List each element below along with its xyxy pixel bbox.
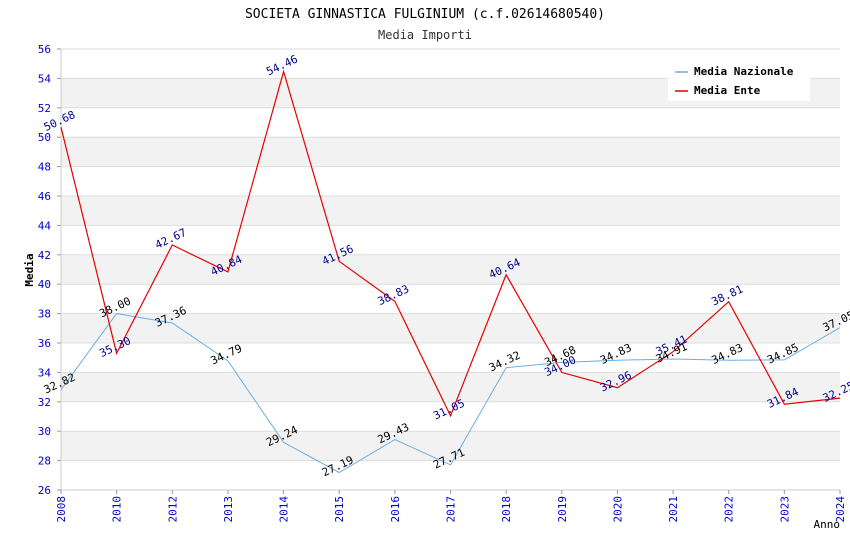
grid-band [61,196,840,226]
y-tick-label: 42 [38,249,51,262]
grid-band [61,137,840,167]
y-tick-label: 50 [38,131,51,144]
data-label: 34.85 [765,341,801,367]
y-axis-label: Media [23,253,36,286]
data-label: 34.83 [709,341,745,367]
grid-band [61,431,840,461]
x-tick-label: 2022 [723,496,736,523]
y-tick-label: 32 [38,396,51,409]
y-tick-label: 56 [38,43,51,56]
x-tick-label: 2012 [166,496,179,523]
grid-band [61,372,840,402]
x-tick-label: 2013 [222,496,235,523]
legend-box [668,60,810,101]
y-tick-label: 28 [38,455,51,468]
data-label: 38.83 [376,282,412,308]
x-axis-label: Anno [814,518,841,531]
y-tick-label: 46 [38,190,51,203]
y-tick-label: 38 [38,308,51,321]
series-line-media-nazionale [60,313,841,474]
y-tick-label: 52 [38,102,51,115]
data-label: 38.81 [709,283,745,309]
y-tick-label: 34 [38,366,52,379]
chart-subtitle: Media Importi [378,28,472,42]
y-tick-label: 54 [38,72,52,85]
legend: Media Nazionale Media Ente [668,60,810,101]
y-tick-label: 40 [38,278,51,291]
x-tick-label: 2018 [500,496,513,523]
x-tick-label: 2024 [834,496,847,523]
x-tick-label: 2020 [611,496,624,523]
x-tick-label: 2015 [333,496,346,523]
x-tick-label: 2023 [778,496,791,523]
x-tick-label: 2008 [55,496,68,523]
x-tick-label: 2021 [667,496,680,523]
x-tick-label: 2017 [445,496,458,523]
legend-label-media-ente: Media Ente [694,84,761,97]
x-tick-label: 2010 [111,496,124,523]
data-label: 34.83 [598,341,634,367]
grid-band [61,254,840,285]
data-label: 54.46 [264,53,300,79]
x-tick-label: 2019 [556,496,569,523]
y-tick-label: 36 [38,337,51,350]
data-label: 34.79 [209,342,245,368]
chart-title: SOCIETA GINNASTICA FULGINIUM (c.f.026146… [245,7,605,22]
y-tick-label: 30 [38,425,51,438]
series-line-media-ente [60,69,841,418]
legend-label-media-nazionale: Media Nazionale [694,65,794,78]
y-tick-label: 26 [38,484,51,497]
y-tick-label: 44 [38,219,52,232]
y-tick-label: 48 [38,161,51,174]
x-tick-label: 2016 [389,496,402,523]
x-tick-label: 2014 [278,496,291,523]
